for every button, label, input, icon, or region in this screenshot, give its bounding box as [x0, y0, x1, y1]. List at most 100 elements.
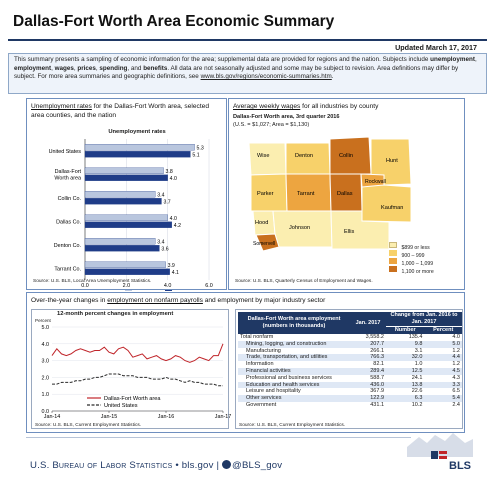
unemployment-source: Source: U.S. BLS, Local Area Unemploymen…	[33, 279, 152, 284]
table-cell: Leisure and hospitality	[246, 388, 301, 395]
kw-spending-link[interactable]: spending	[99, 64, 128, 72]
bar	[84, 198, 162, 205]
nonfarm-payrolls-link[interactable]: employment on nonfarm payrolls	[107, 297, 203, 304]
county-ellis[interactable]	[330, 210, 390, 250]
legend-item: 1,000 – 1,099	[389, 252, 434, 267]
table-cell: 135.4	[408, 334, 423, 340]
y-tick-label: 1.0	[42, 392, 50, 398]
wages-heading-text: for all industries by county	[300, 103, 379, 110]
twitter-handle-link[interactable]: @BLS_gov	[232, 460, 283, 471]
col-percent: Percent	[424, 326, 462, 334]
table-cell: 431.1	[370, 401, 384, 408]
county-kaufman[interactable]	[361, 184, 412, 223]
bls-logo-text: BLS	[449, 460, 471, 472]
kw-prices-link[interactable]: prices	[77, 64, 96, 72]
intro-text: . All data are not seasonally adjusted a…	[14, 64, 459, 81]
data-label: 3.8	[166, 169, 173, 175]
col-change: Change from Jan. 2016 to Jan. 2017	[386, 312, 462, 327]
category-label: Dallas Co.	[56, 219, 81, 225]
map-label: Tarrant	[297, 191, 315, 197]
table-header-row: Dallas-Fort Worth area employment (numbe…	[238, 312, 462, 334]
footer-sep: •	[172, 460, 182, 471]
logo-stripe	[439, 451, 447, 454]
kw-unemployment-link[interactable]: unemployment	[430, 56, 475, 63]
table-cell: 24.1	[411, 374, 423, 381]
county-somervell[interactable]	[255, 233, 280, 252]
table-cell: 9.8	[414, 340, 423, 347]
kw-benefits-link[interactable]: benefits	[143, 64, 168, 72]
line-chart-title: 12-month percent changes in employment	[57, 311, 174, 317]
x-tick-label: 4.0	[164, 283, 172, 289]
unemployment-chart-title: Unemployment rates	[108, 129, 166, 135]
table-subheader-row: Number Percent	[238, 326, 462, 334]
legend-swatch	[389, 257, 397, 264]
employment-table-box: Dallas-Fort Worth area employment (numbe…	[235, 309, 463, 429]
category-label: United States	[49, 149, 82, 155]
map-label: Kaufman	[381, 205, 403, 211]
bls-logo[interactable]: BLS	[405, 429, 475, 481]
table-cell: Manufacturing	[246, 347, 281, 354]
intro-sep: ,	[73, 64, 78, 72]
county-johnson[interactable]	[272, 210, 333, 248]
kw-wages-link[interactable]: wages	[54, 64, 74, 72]
unemployment-rates-link[interactable]: Unemployment rates	[31, 103, 92, 110]
intro-text: This summary presents a sampling of econ…	[14, 56, 431, 63]
weekly-wages-link[interactable]: Average weekly wages	[233, 103, 301, 110]
county-hunt[interactable]	[370, 138, 412, 186]
category-label: Tarrant Co.	[54, 266, 81, 272]
table-cell: Education and health services	[246, 381, 320, 388]
table-cell: 3.3	[452, 381, 460, 388]
table-row: Manufacturing 266.1 3.1 1.2	[238, 348, 462, 355]
map-legend: $899 or less 900 – 999 1,000 – 1,099 1,1…	[389, 236, 434, 275]
table-cell: Information	[246, 361, 274, 368]
data-label: 3.6	[161, 246, 168, 252]
table-row: Professional and business services 588.7 2…	[238, 375, 462, 382]
bar	[84, 214, 168, 221]
legend-item: 900 – 999	[389, 244, 434, 259]
employment-panel: Over-the-year changes in employment on n…	[26, 292, 465, 433]
wages-panel: Average weekly wages for all industries …	[228, 98, 465, 290]
bar	[84, 268, 170, 275]
table-row: Education and health services 436.0 13.8 3.…	[238, 381, 462, 389]
legend-swatch	[165, 290, 172, 291]
map-subtitle: (U.S. = $1,027; Area = $1,130)	[233, 122, 310, 128]
table-cell: 122.9	[370, 395, 384, 402]
table-cell: 6.3	[414, 395, 423, 402]
table-row: Financial activities 289.4 12.5 4.5	[238, 367, 462, 375]
bar	[84, 191, 156, 198]
table-cell: Mining, logging, and construction	[246, 340, 327, 347]
county-wage-map: Wise Denton Collin Hunt Parker Tarrant D…	[248, 136, 412, 252]
kw-employment-link[interactable]: employment	[14, 64, 52, 72]
bar	[84, 174, 168, 181]
county-wise[interactable]	[248, 142, 287, 176]
map-label: Ellis	[344, 229, 354, 235]
table-cell: 367.9	[370, 388, 384, 395]
legend-swatch	[389, 265, 397, 272]
bls-site-link[interactable]: bls.gov	[181, 460, 214, 471]
table-cell: 6.5	[452, 388, 460, 395]
y-tick-label: 4.0	[42, 342, 50, 348]
data-label: 3.4	[157, 192, 164, 198]
summaries-link[interactable]: www.bls.gov/regions/economic-summaries.h…	[200, 73, 332, 81]
table-cell: Financial activities	[246, 367, 291, 374]
y-tick-label: 5.0	[42, 325, 50, 331]
legend-label: 1,100 or more	[401, 269, 434, 275]
table-cell: 10.2	[411, 401, 423, 408]
table-cell: 13.8	[411, 381, 423, 388]
table-cell: 266.1	[370, 347, 384, 354]
table-row: Leisure and hospitality 367.9 22.6 6.5	[238, 388, 462, 395]
footer-rule	[26, 437, 411, 438]
line-chart-ylabel: Percent	[35, 318, 51, 323]
table-row: Mining, logging, and construction 207.7 9.…	[238, 340, 462, 348]
intro-text: .	[331, 73, 334, 81]
map-label: Collin	[339, 153, 353, 159]
twitter-icon[interactable]	[222, 460, 232, 469]
employment-heading-text: and employment by major industry sector	[202, 297, 326, 304]
legend-label: Dallas-Fort Worth area	[104, 396, 161, 402]
legend-swatch	[125, 290, 132, 291]
footer: U.S. Bureau of Labor Statistics • bls.go…	[30, 460, 282, 471]
table-row: Trade, transportation, and utilities 766.…	[238, 354, 462, 362]
agency-name: U.S. Bureau of Labor Statistics	[30, 460, 173, 471]
wages-heading: Average weekly wages for all industries …	[233, 102, 461, 111]
legend-swatch	[389, 241, 397, 248]
